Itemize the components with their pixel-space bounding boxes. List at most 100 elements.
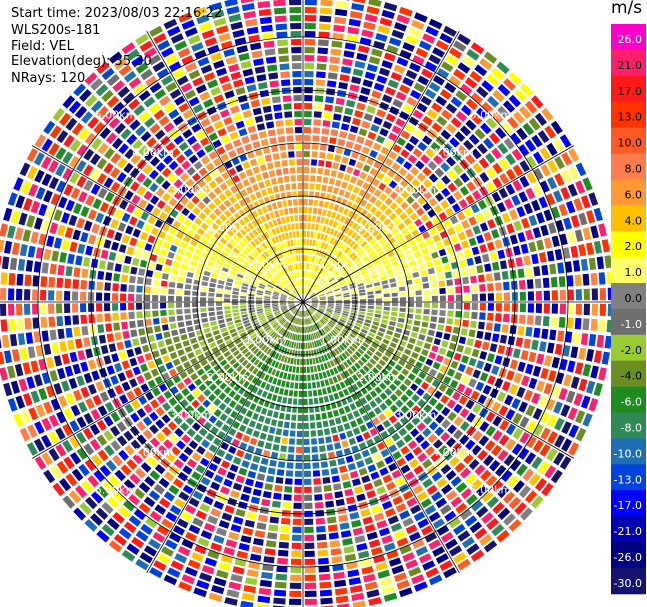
range-gate <box>108 343 117 353</box>
range-gate <box>173 179 183 189</box>
range-gate <box>503 281 510 291</box>
range-gate <box>335 0 349 9</box>
range-gate <box>259 283 266 288</box>
range-gate <box>440 464 452 475</box>
ring-label: 4.00km <box>132 146 174 159</box>
range-gate <box>522 122 535 136</box>
range-gate <box>420 269 428 277</box>
range-gate <box>387 169 396 178</box>
range-gate <box>598 367 607 381</box>
range-gate <box>191 184 200 194</box>
range-gate <box>320 280 326 286</box>
range-gate <box>293 502 302 509</box>
range-gate <box>499 173 510 185</box>
range-gate <box>300 247 303 254</box>
range-gate <box>243 585 256 594</box>
range-gate <box>74 485 88 499</box>
range-gate <box>476 107 488 120</box>
range-gate <box>253 238 260 245</box>
range-gate <box>367 464 377 473</box>
range-gate <box>354 60 366 69</box>
range-gate <box>232 362 240 369</box>
range-gate <box>358 286 365 290</box>
range-gate <box>250 356 257 364</box>
range-gate <box>132 366 141 376</box>
range-gate <box>98 334 107 344</box>
range-gate <box>268 340 274 347</box>
range-gate <box>305 279 308 286</box>
range-gate <box>183 446 194 456</box>
colorbar-segment <box>611 334 646 362</box>
range-gate <box>149 123 161 134</box>
range-gate <box>433 390 443 400</box>
range-gate <box>369 428 378 437</box>
range-gate <box>33 261 41 273</box>
range-gate <box>128 77 142 89</box>
range-gate <box>174 342 183 350</box>
range-gate <box>379 382 387 390</box>
range-gate <box>413 251 422 258</box>
range-gate <box>96 61 110 75</box>
range-gate <box>540 224 549 237</box>
range-gate <box>174 166 184 177</box>
range-gate <box>340 123 350 131</box>
range-gate <box>236 365 243 373</box>
range-gate <box>289 273 293 280</box>
range-gate <box>265 540 277 548</box>
range-gate <box>423 179 433 189</box>
range-gate <box>303 422 309 429</box>
range-gate <box>221 372 229 380</box>
range-gate <box>342 269 349 276</box>
range-gate <box>274 288 281 292</box>
range-gate <box>453 523 466 536</box>
range-gate <box>386 330 394 336</box>
range-gate <box>264 300 270 302</box>
range-gate <box>309 325 313 332</box>
range-gate <box>207 44 220 54</box>
range-gate <box>304 310 307 317</box>
range-gate <box>404 233 413 241</box>
range-gate <box>309 183 315 190</box>
range-gate <box>447 310 454 317</box>
range-gate <box>287 265 291 272</box>
range-gate <box>41 330 49 342</box>
range-gate <box>449 545 463 557</box>
range-gate <box>303 438 310 445</box>
range-gate <box>360 387 368 395</box>
range-gate <box>198 383 207 392</box>
range-gate <box>435 497 447 509</box>
range-gate <box>311 143 319 150</box>
range-gate <box>279 371 284 379</box>
range-gate <box>213 17 227 27</box>
range-gate <box>328 219 334 227</box>
range-gate <box>135 125 146 137</box>
range-gate <box>121 381 131 392</box>
range-gate <box>240 299 247 302</box>
range-gate <box>188 497 200 508</box>
range-gate <box>332 32 344 40</box>
range-gate <box>52 482 65 497</box>
range-gate <box>352 186 360 194</box>
range-gate <box>491 480 504 493</box>
range-gate <box>241 135 250 144</box>
range-gate <box>191 142 202 152</box>
range-gate <box>368 266 375 272</box>
range-gate <box>387 373 395 382</box>
range-gate <box>133 83 146 95</box>
range-gate <box>286 285 292 290</box>
range-gate <box>367 309 374 313</box>
colorbar-segment <box>611 257 646 284</box>
range-gate <box>252 430 260 438</box>
range-gate <box>266 328 273 334</box>
range-gate <box>270 419 278 427</box>
range-gate <box>319 279 325 285</box>
range-gate <box>536 353 545 365</box>
range-gate <box>142 177 153 188</box>
range-gate <box>49 125 62 139</box>
range-gate <box>33 438 45 452</box>
range-gate <box>270 177 278 185</box>
range-gate <box>154 325 161 333</box>
range-gate <box>247 383 254 391</box>
range-gate <box>381 60 393 69</box>
range-gate <box>505 423 517 436</box>
